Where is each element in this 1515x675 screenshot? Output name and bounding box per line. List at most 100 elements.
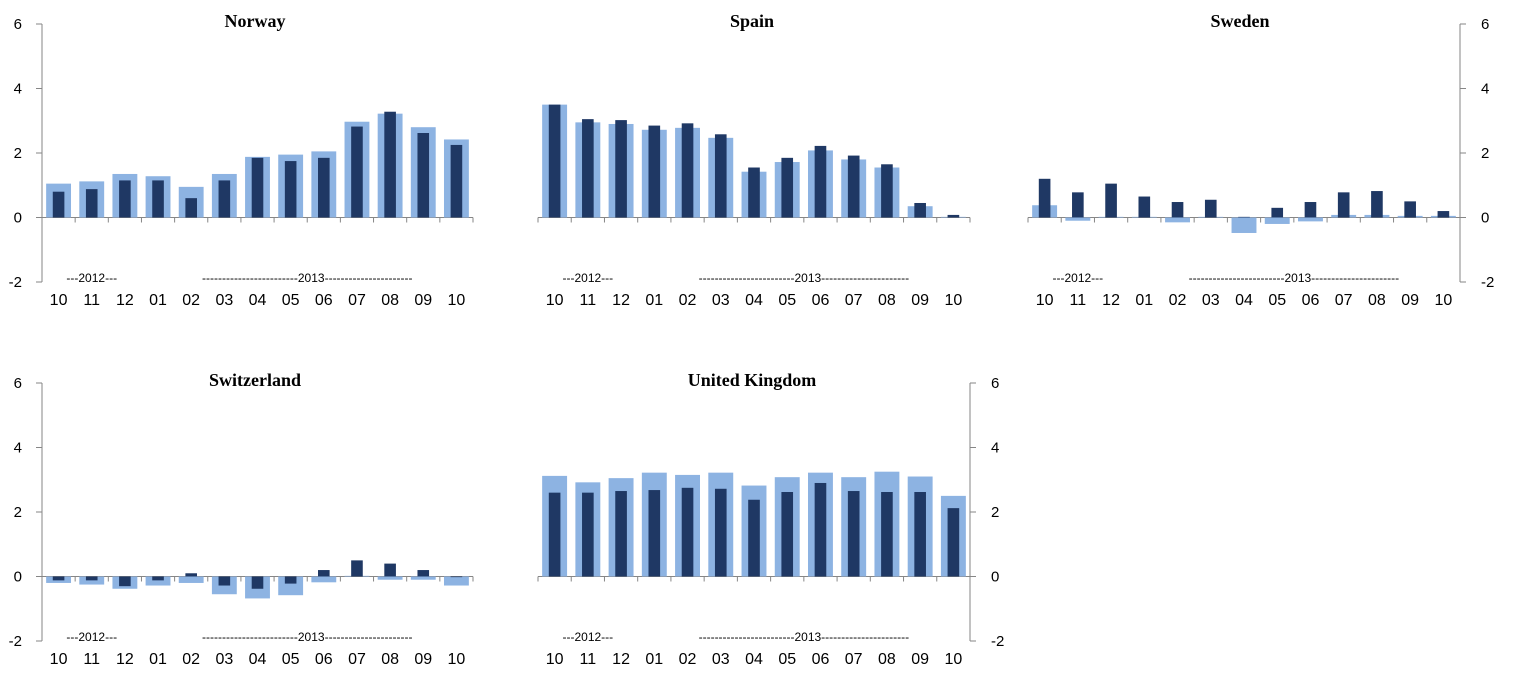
x-tick-label: 03 [712,651,730,668]
bar-dark [781,157,794,218]
y-tick-label: 0 [1481,210,1489,227]
y-tick-label: 2 [1481,145,1489,162]
x-tick-label: 08 [1368,292,1386,309]
bar-dark [218,180,231,218]
x-tick-label: 03 [215,651,233,668]
x-tick-label: 11 [580,651,597,668]
y-tick-label: 4 [1481,81,1489,98]
x-tick-label: 02 [679,651,697,668]
panel-title: Sweden [1210,11,1269,31]
bar-light [178,576,204,583]
panel-title: Switzerland [209,370,301,390]
year-label: ------------------------2013------------… [202,271,413,285]
bar-light [1065,217,1091,221]
x-tick-label: 10 [546,292,564,309]
y-tick-label: 2 [991,504,999,521]
bar-dark [615,491,627,577]
bar-dark [947,508,960,577]
year-label: ------------------------2013------------… [202,630,413,644]
x-tick-label: 07 [1335,292,1353,309]
bar-dark [582,492,594,577]
bar-dark [185,198,197,218]
year-label: ------------------------2013------------… [699,271,910,285]
x-tick-label: 12 [116,651,134,668]
bar-dark [119,576,131,587]
x-tick-label: 09 [414,651,432,668]
x-tick-label: 12 [612,292,630,309]
x-tick-label: 09 [911,292,929,309]
bar-dark [1437,211,1450,218]
year-label: ------------------------2013------------… [1189,271,1400,285]
year-label: ---2012--- [563,271,614,285]
y-tick-label: 4 [14,81,22,98]
y-tick-label: 0 [14,210,22,227]
x-tick-label: 08 [381,651,399,668]
bar-dark [1072,192,1084,218]
bar-dark [714,134,727,218]
x-tick-label: 08 [878,292,896,309]
x-tick-label: 09 [414,292,432,309]
bar-dark [548,104,561,218]
bar-dark [318,157,330,218]
bar-dark [351,126,363,218]
x-tick-label: 08 [878,651,896,668]
bar-dark [781,492,794,577]
bar-dark [119,180,131,218]
x-tick-label: 01 [1135,292,1153,309]
bar-dark [1138,196,1151,218]
bar-dark [748,167,760,218]
y-tick-label: 6 [14,16,22,33]
panel-title: Spain [730,11,774,31]
bar-dark [284,161,297,218]
x-tick-label: 09 [1401,292,1419,309]
x-tick-label: 07 [348,292,366,309]
panel-title: Norway [225,11,286,31]
bar-dark [1204,199,1217,218]
bar-dark [85,189,98,218]
x-tick-label: 07 [348,651,366,668]
year-label: ---2012--- [1053,271,1104,285]
y-tick-label: -2 [9,633,22,650]
bar-dark [1105,183,1117,218]
x-tick-label: 06 [1302,292,1320,309]
bar-dark [251,576,264,589]
y-tick-label: 6 [991,375,999,392]
bar-light [311,576,337,583]
bar-dark [351,560,363,577]
bar-dark [648,490,661,577]
bar-dark [284,576,297,584]
x-tick-label: 10 [50,651,68,668]
bar-dark [681,487,694,577]
bar-dark [1171,202,1184,218]
x-tick-label: 05 [1268,292,1286,309]
bar-light [377,576,403,580]
x-tick-label: 01 [149,292,167,309]
x-tick-label: 04 [745,651,763,668]
bar-dark [914,202,926,218]
bar-dark [417,570,430,577]
bar-dark [748,499,760,577]
bar-dark [52,576,65,581]
year-label: ---2012--- [563,630,614,644]
x-tick-label: 04 [1235,292,1253,309]
bar-dark [1404,201,1416,218]
bar-dark [881,492,893,577]
year-label: ------------------------2013------------… [699,630,910,644]
bar-light [278,576,304,596]
bar-dark [714,488,727,577]
year-label: ---2012--- [66,271,117,285]
x-tick-label: 09 [911,651,929,668]
y-tick-label: 0 [991,569,999,586]
bar-dark [1271,207,1284,218]
x-tick-label: 06 [315,651,333,668]
year-label: ---2012--- [66,630,117,644]
bar-dark [947,214,960,218]
x-tick-label: 06 [812,292,830,309]
y-tick-label: -2 [991,633,1004,650]
x-tick-label: 08 [381,292,399,309]
bar-light [1165,217,1190,223]
y-tick-label: 0 [14,569,22,586]
x-tick-label: 01 [645,292,663,309]
x-tick-label: 12 [612,651,630,668]
